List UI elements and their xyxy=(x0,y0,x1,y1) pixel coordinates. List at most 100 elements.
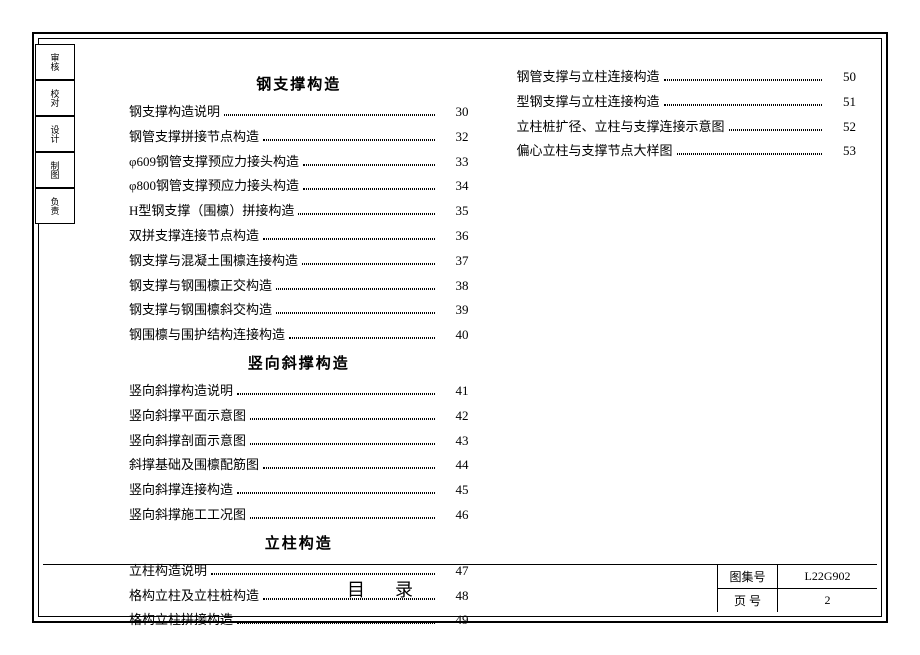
toc-page: 51 xyxy=(826,92,856,113)
toc-label: 偏心立柱与支撑节点大样图 xyxy=(517,141,673,162)
toc-dots xyxy=(263,459,434,469)
toc-page: 34 xyxy=(439,176,469,197)
toc-page: 50 xyxy=(826,67,856,88)
toc-dots xyxy=(250,509,434,519)
toc-dots xyxy=(263,230,434,240)
toc-row: 格构立柱拼接构造 49 xyxy=(129,610,469,631)
toc-label: 斜撑基础及围檩配筋图 xyxy=(129,455,259,476)
section-title: 钢支撑构造 xyxy=(129,73,469,94)
toc-page: 37 xyxy=(439,251,469,272)
toc-dots xyxy=(250,434,434,444)
toc-label: 竖向斜撑连接构造 xyxy=(129,480,233,501)
inner-frame: 审核校对设计制图负责 钢支撑构造钢支撑构造说明30 钢管支撑拼接节点构造 32 φ60… xyxy=(38,38,882,617)
toc-label: 钢管支撑拼接节点构造 xyxy=(129,127,259,148)
toc-page: 40 xyxy=(439,325,469,346)
toc-row: 偏心立柱与支撑节点大样图 53 xyxy=(517,141,857,162)
toc-label: 格构立柱拼接构造 xyxy=(129,610,233,631)
toc-label: 钢支撑与钢围檩斜交构造 xyxy=(129,300,272,321)
footer: 目录 图集号 L22G902 页 号 2 xyxy=(43,564,877,612)
toc-dots xyxy=(250,409,434,419)
toc-dots xyxy=(237,484,434,494)
toc-row: 竖向斜撑构造说明 41 xyxy=(129,381,469,402)
toc-dots xyxy=(303,180,434,190)
toc-label: φ800钢管支撑预应力接头构造 xyxy=(129,176,299,197)
toc-row: H型钢支撑（围檩）拼接构造 35 xyxy=(129,201,469,222)
toc-row: 钢管支撑拼接节点构造 32 xyxy=(129,127,469,148)
toc-dots xyxy=(276,304,434,314)
toc-label: φ609钢管支撑预应力接头构造 xyxy=(129,152,299,173)
toc-row: 竖向斜撑剖面示意图 43 xyxy=(129,431,469,452)
toc-row: 竖向斜撑连接构造 45 xyxy=(129,480,469,501)
toc-label: 竖向斜撑平面示意图 xyxy=(129,406,246,427)
toc-page: 43 xyxy=(439,431,469,452)
toc-page: 45 xyxy=(439,480,469,501)
toc-row: φ609钢管支撑预应力接头构造33 xyxy=(129,152,469,173)
footer-info-row-page: 页 号 2 xyxy=(718,589,877,612)
toc-label: 竖向斜撑施工工况图 xyxy=(129,505,246,526)
toc-label: 钢支撑与钢围檩正交构造 xyxy=(129,276,272,297)
toc-label: 钢支撑与混凝土围檩连接构造 xyxy=(129,251,298,272)
toc-page: 44 xyxy=(439,455,469,476)
section-title: 竖向斜撑构造 xyxy=(129,352,469,373)
page-label: 页 号 xyxy=(718,589,778,612)
toc-page: 53 xyxy=(826,141,856,162)
toc-label: 型钢支撑与立柱连接构造 xyxy=(517,92,660,113)
toc-dots xyxy=(289,329,434,339)
toc-page: 32 xyxy=(439,127,469,148)
toc-dots xyxy=(303,155,434,165)
toc-page: 38 xyxy=(439,276,469,297)
toc-row: 钢支撑与钢围檩正交构造 38 xyxy=(129,276,469,297)
stamp-box: 校对 xyxy=(35,80,75,116)
toc-page: 39 xyxy=(439,300,469,321)
toc-label: 钢管支撑与立柱连接构造 xyxy=(517,67,660,88)
toc-page: 41 xyxy=(439,381,469,402)
page-value: 2 xyxy=(778,589,877,612)
drawing-set-label: 图集号 xyxy=(718,565,778,588)
toc-row: 钢支撑与混凝土围檩连接构造 37 xyxy=(129,251,469,272)
toc-label: 立柱桩扩径、立柱与支撑连接示意图 xyxy=(517,117,725,138)
toc-row: φ800钢管支撑预应力接头构造 34 xyxy=(129,176,469,197)
toc-row: 钢支撑构造说明30 xyxy=(129,102,469,123)
toc-dots xyxy=(276,279,434,289)
toc-row: 钢管支撑与立柱连接构造 50 xyxy=(517,67,857,88)
toc-label: H型钢支撑（围檩）拼接构造 xyxy=(129,201,294,222)
stamp-box: 制图 xyxy=(35,152,75,188)
toc-page: 42 xyxy=(439,406,469,427)
stamp-box: 审核 xyxy=(35,44,75,80)
toc-dots xyxy=(224,106,434,116)
footer-info-row-set: 图集号 L22G902 xyxy=(718,565,877,589)
toc-dots xyxy=(302,254,434,264)
toc-row: 钢围檩与围护结构连接构造 40 xyxy=(129,325,469,346)
toc-label: 竖向斜撑剖面示意图 xyxy=(129,431,246,452)
footer-title: 目录 xyxy=(43,565,717,612)
toc-page: 35 xyxy=(439,201,469,222)
toc-dots xyxy=(664,95,822,105)
stamp-box: 负责 xyxy=(35,188,75,224)
toc-row: 钢支撑与钢围檩斜交构造 39 xyxy=(129,300,469,321)
toc-dots xyxy=(729,120,822,130)
toc-page: 49 xyxy=(439,610,469,631)
toc-dots xyxy=(298,205,434,215)
side-stamps: 审核校对设计制图负责 xyxy=(35,44,75,224)
toc-label: 双拼支撑连接节点构造 xyxy=(129,226,259,247)
toc-label: 钢支撑构造说明 xyxy=(129,102,220,123)
toc-dots xyxy=(664,71,822,81)
toc-dots xyxy=(677,145,822,155)
toc-label: 钢围檩与围护结构连接构造 xyxy=(129,325,285,346)
toc-column: 钢管支撑与立柱连接构造 50 型钢支撑与立柱连接构造 51 立柱桩扩径、立柱与支撑连接示… xyxy=(517,67,857,556)
toc-row: 斜撑基础及围檩配筋图 44 xyxy=(129,455,469,476)
outer-frame: 审核校对设计制图负责 钢支撑构造钢支撑构造说明30 钢管支撑拼接节点构造 32 φ60… xyxy=(32,32,888,623)
toc-row: 双拼支撑连接节点构造 36 xyxy=(129,226,469,247)
toc-page: 52 xyxy=(826,117,856,138)
toc-page: 36 xyxy=(439,226,469,247)
toc-row: 型钢支撑与立柱连接构造 51 xyxy=(517,92,857,113)
toc-dots xyxy=(237,385,434,395)
section-title: 立柱构造 xyxy=(129,532,469,553)
toc-dots xyxy=(237,614,434,624)
drawing-set-value: L22G902 xyxy=(778,565,877,588)
toc-column: 钢支撑构造钢支撑构造说明30 钢管支撑拼接节点构造 32 φ609钢管支撑预应力接头构… xyxy=(129,67,469,556)
toc-row: 立柱桩扩径、立柱与支撑连接示意图 52 xyxy=(517,117,857,138)
toc-row: 竖向斜撑施工工况图46 xyxy=(129,505,469,526)
toc-label: 竖向斜撑构造说明 xyxy=(129,381,233,402)
footer-info: 图集号 L22G902 页 号 2 xyxy=(717,565,877,612)
